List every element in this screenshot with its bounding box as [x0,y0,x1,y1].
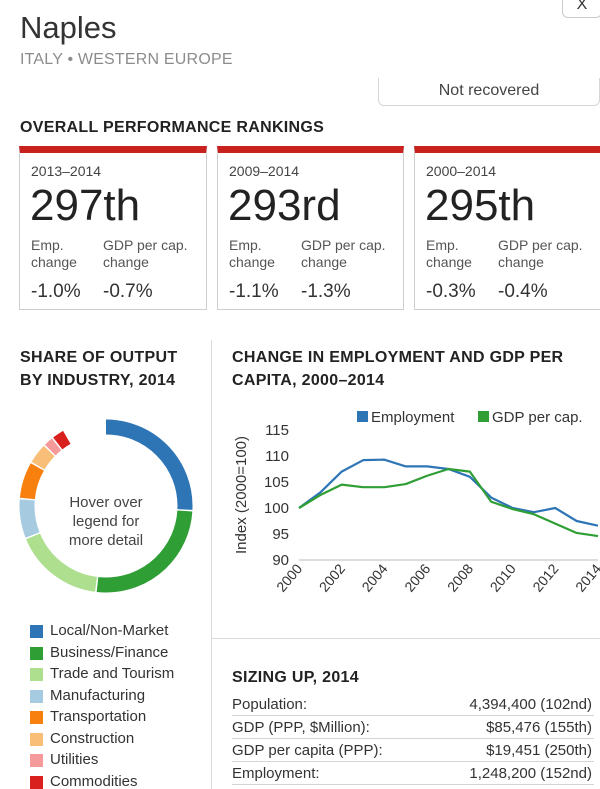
column-divider [211,340,212,789]
ranking-card-2009-2014: 2009–2014 293rd Emp. change GDP per cap. c… [217,146,404,310]
legend-label: Transportation [50,708,147,725]
legend-swatch [30,625,43,638]
emp-change-label: Emp. change [229,237,275,270]
y-axis-label: Index (2000=100) [233,436,250,554]
legend-swatch [30,732,43,746]
emp-change-value: -0.3% [426,281,476,302]
gdp-change-label: GDP per cap. change [103,237,188,270]
y-tick-label: 105 [264,474,289,491]
ranking-card-2013-2014: 2013–2014 297th Emp. change GDP per cap. c… [19,146,207,310]
legend-swatch [30,775,43,789]
ranking-period: 2013–2014 [31,163,102,179]
legend-swatch [30,689,43,703]
ranking-value: 295th [425,181,536,230]
y-tick-label: 110 [265,448,289,465]
legend-swatch [30,754,43,767]
page-title: Naples [20,10,117,45]
chart-legend-swatch [357,411,368,422]
legend-label: Commodities [50,772,138,789]
legend-label: Utilities [50,751,99,768]
share-heading: SHARE OF OUTPUT BY INDUSTRY, 2014 [20,349,178,389]
y-tick-label: 100 [264,500,289,517]
emp-change-value: -1.1% [229,281,279,302]
x-tick-label: 2012 [529,560,561,594]
emp-change-value: -1.0% [31,281,81,302]
series-line-gdp-per-cap[interactable] [298,467,599,538]
sizing-heading: SIZING UP, 2014 [232,669,359,686]
legend-label: Trade and Tourism [50,665,175,682]
legend-label: Local/Non-Market [50,622,169,639]
legend-swatch [30,668,43,681]
y-tick-label: 90 [272,552,289,569]
ranking-value: 293rd [228,181,341,230]
x-tick-label: 2010 [487,560,519,594]
donut-hint: Hover over legend for more detail [68,494,144,549]
donut-segment-1[interactable] [19,419,193,593]
legend-label: Business/Finance [50,643,169,661]
emp-change-label: Emp. change [31,237,77,270]
chart-legend-label[interactable]: Employment [371,409,455,426]
chart-title: CHANGE IN EMPLOYMENT AND GDP PER CAPITA, … [232,349,564,389]
region-subtitle: ITALY • WESTERN EUROPE [20,51,233,68]
chart-legend-label[interactable]: GDP per cap. [492,409,583,426]
x-tick-label: 2004 [358,560,390,594]
donut-svg [19,419,193,593]
sizing-value: 1,248,200 (152nd) [469,765,592,782]
legend-swatch [30,646,43,660]
rankings-heading: OVERALL PERFORMANCE RANKINGS [20,119,325,136]
sizing-row-gdp-per-capita: GDP per capita (PPP): $19,451 (250th) [232,739,594,762]
gdp-change-label: GDP per cap. change [301,237,386,270]
ranking-period: 2009–2014 [229,163,300,179]
donut-segment-2[interactable] [19,419,193,593]
sizing-value: 4,394,400 (102nd) [469,696,592,713]
section-divider [212,638,600,639]
gdp-change-label: GDP per cap. change [498,237,583,270]
x-tick-label: 2008 [444,560,476,594]
donut-segment-4[interactable] [19,419,193,593]
sizing-value: $85,476 (155th) [486,719,592,736]
x-tick-label: 2002 [316,560,348,594]
x-tick-label: 2006 [401,560,433,594]
legend-label: Manufacturing [50,686,146,704]
emp-change-label: Emp. change [426,237,472,270]
y-tick-label: 95 [272,526,289,543]
sizing-label: GDP per capita (PPP): [232,742,383,759]
ranking-period: 2000–2014 [426,163,497,179]
ranking-card-2000-2014: 2000–2014 295th Emp. change GDP per cap. c… [414,146,600,310]
gdp-change-value: -1.3% [301,281,351,302]
recovery-status-badge: Not recovered [378,78,600,106]
sizing-row-population: Population: 4,394,400 (102nd) [232,693,594,716]
sizing-label: GDP (PPP, $Million): [232,719,370,736]
legend-swatch [30,711,43,724]
sizing-label: Employment: [232,765,320,782]
industry-donut-chart[interactable]: Hover over legend for more detail [18,418,194,594]
close-button[interactable]: X [562,0,600,18]
y-tick-label: 115 [265,422,289,439]
chart-legend-swatch [478,411,489,422]
gdp-change-value: -0.7% [103,281,153,302]
x-tick-label: 2014 [572,560,600,594]
sizing-row-gdp: GDP (PPP, $Million): $85,476 (155th) [232,716,594,739]
gdp-change-value: -0.4% [498,281,548,302]
sizing-value: $19,451 (250th) [486,742,592,759]
legend-label: Construction [50,729,135,747]
sizing-row-employment: Employment: 1,248,200 (152nd) [232,762,594,785]
ranking-value: 297th [30,181,141,230]
sizing-label: Population: [232,696,308,713]
